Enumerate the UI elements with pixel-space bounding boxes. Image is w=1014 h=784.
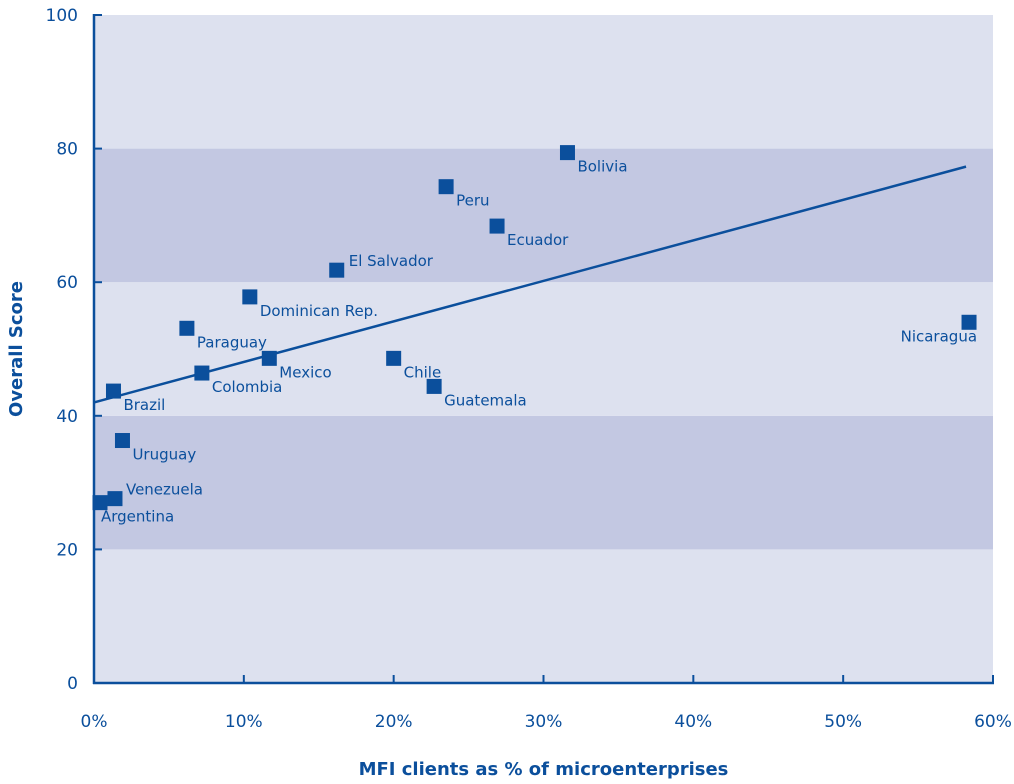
y-tick-label: 100 — [46, 6, 78, 26]
y-tick-label: 0 — [67, 674, 78, 694]
x-axis-title: MFI clients as % of microenterprises — [359, 759, 729, 780]
data-label: Uruguay — [132, 446, 196, 464]
data-point — [105, 383, 121, 399]
data-label: Nicaragua — [901, 327, 977, 345]
data-point — [489, 218, 505, 234]
data-label: Brazil — [123, 396, 165, 414]
data-label: Chile — [404, 363, 442, 381]
trendline-group — [93, 165, 967, 404]
x-tick-label: 50% — [824, 712, 862, 732]
background-bands — [94, 15, 993, 683]
ticks: 0 20 40 60 80 100 0% 10% 20% 30% 40% 50% 60% — [46, 6, 1012, 732]
x-tick-label: 10% — [225, 712, 263, 732]
data-label: Argentina — [101, 508, 174, 526]
y-tick-label: 20 — [56, 540, 78, 560]
data-point — [961, 314, 977, 330]
data-label: Venezuela — [126, 481, 203, 499]
band-dark — [94, 415, 993, 550]
data-point — [242, 289, 258, 305]
data-label: Guatemala — [444, 391, 527, 409]
data-label: Paraguay — [197, 333, 267, 351]
data-label: Mexico — [279, 363, 331, 381]
data-label: El Salvador — [349, 252, 434, 270]
x-tick-label: 30% — [525, 712, 563, 732]
data-label: Peru — [456, 192, 489, 210]
data-point — [426, 378, 442, 394]
data-point — [92, 495, 108, 511]
data-point — [559, 145, 575, 161]
data-label: Colombia — [212, 378, 283, 396]
x-tick-label: 40% — [674, 712, 712, 732]
data-point — [386, 350, 402, 366]
data-point — [194, 365, 210, 381]
trendline — [93, 165, 967, 404]
y-tick-label: 80 — [56, 140, 78, 160]
band-dark — [94, 148, 993, 283]
band-light — [94, 15, 993, 149]
band-light — [94, 282, 993, 416]
data-label: Dominican Rep. — [260, 302, 378, 320]
data-point — [179, 320, 195, 336]
y-axis-title: Overall Score — [6, 281, 27, 417]
band-light — [94, 549, 993, 683]
x-tick-label: 0% — [81, 712, 108, 732]
y-tick-label: 40 — [56, 407, 78, 427]
data-point — [107, 491, 123, 507]
data-points: Bolivia Peru Ecuador El Salvador Dominican R… — [92, 145, 977, 526]
x-tick-label: 60% — [974, 712, 1012, 732]
data-point — [114, 433, 130, 449]
data-label: Ecuador — [507, 231, 569, 249]
data-label: Bolivia — [577, 158, 627, 176]
data-point — [261, 350, 277, 366]
y-tick-label: 60 — [56, 273, 78, 293]
x-tick-label: 20% — [375, 712, 413, 732]
data-point — [438, 179, 454, 195]
data-point — [329, 262, 345, 278]
